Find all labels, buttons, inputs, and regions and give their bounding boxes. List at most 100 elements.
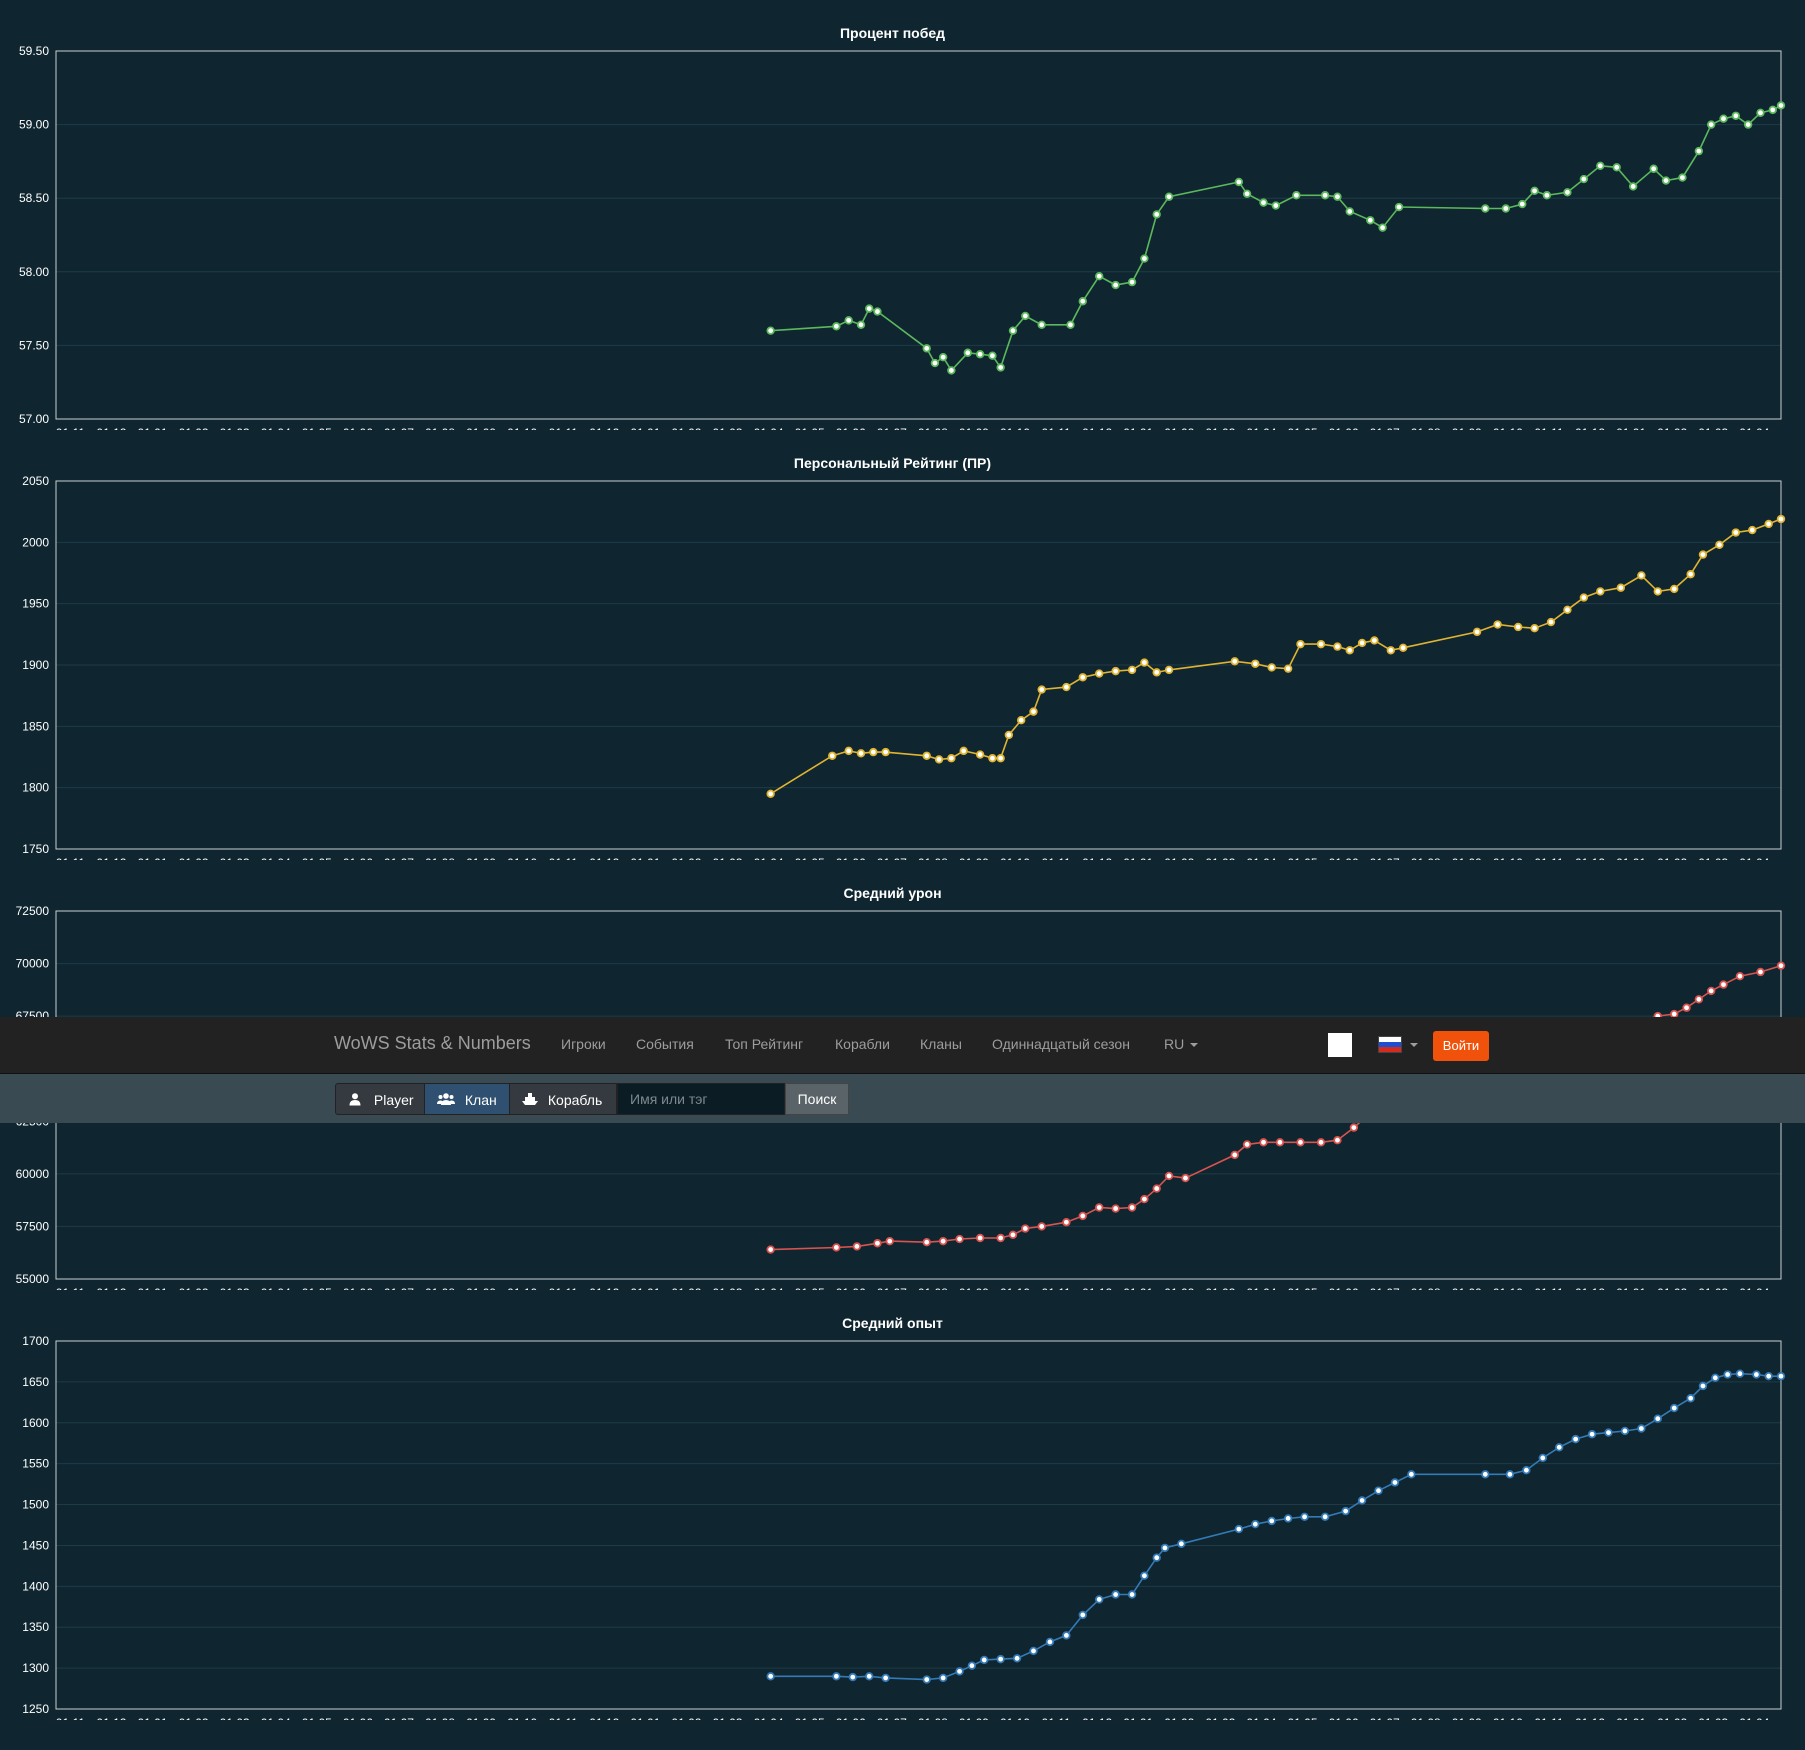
data-point: [1579, 174, 1589, 184]
data-point: [766, 326, 775, 335]
x-tick-label: 01.11: [1534, 1716, 1563, 1720]
y-tick-label: 1850: [22, 719, 49, 733]
data-point: [1706, 120, 1716, 129]
x-tick-label: 01.06: [343, 856, 373, 860]
data-point: [766, 789, 775, 798]
x-tick-label: 01.01: [630, 1716, 660, 1720]
login-button[interactable]: Войти: [1433, 1031, 1489, 1061]
chevron-down-icon[interactable]: [1410, 1043, 1418, 1047]
data-point: [1555, 1443, 1564, 1452]
x-tick-label: 01.05: [1288, 1716, 1318, 1720]
search-button[interactable]: Поиск: [785, 1083, 849, 1115]
data-point: [1694, 146, 1704, 156]
x-tick-label: 01.03: [713, 1286, 743, 1290]
data-point: [1152, 1184, 1161, 1193]
nav-season[interactable]: Одиннадцатый сезон: [992, 1036, 1130, 1052]
data-point: [1756, 108, 1765, 118]
data-point: [1029, 1646, 1038, 1656]
plot-frame: [55, 480, 1782, 850]
data-point: [1345, 207, 1354, 216]
data-point: [1748, 525, 1757, 535]
x-tick-label: 01.08: [425, 1716, 455, 1720]
plot-frame: [55, 1340, 1782, 1710]
x-tick-label: 01.09: [466, 1286, 496, 1290]
x-tick-label: 01.04: [754, 1286, 784, 1290]
x-tick-label: 01.03: [1205, 1716, 1235, 1720]
x-tick-label: 01.12: [589, 856, 619, 860]
data-point: [1357, 1496, 1367, 1505]
x-tick-label: 01.08: [1411, 426, 1441, 430]
data-point: [1776, 514, 1786, 524]
data-point: [959, 746, 968, 756]
data-point: [1612, 163, 1621, 172]
nav-players[interactable]: Игроки: [561, 1036, 606, 1052]
y-tick-label: 1600: [22, 1416, 49, 1430]
x-tick-label: 01.04: [261, 1286, 291, 1290]
x-tick-label: 01.12: [1575, 1716, 1605, 1720]
x-tick-label: 01.07: [1370, 1716, 1400, 1720]
clan-tab-button[interactable]: Клан: [424, 1083, 510, 1115]
language-label: RU: [1164, 1036, 1185, 1052]
x-tick-label: 01.04: [1246, 426, 1276, 430]
x-tick-label: 01.01: [138, 856, 168, 860]
x-tick-label: 01.10: [507, 1286, 537, 1290]
data-point: [1127, 1590, 1137, 1599]
x-tick-label: 01.04: [261, 856, 291, 860]
data-point: [1333, 1136, 1342, 1145]
x-tick-label: 01.12: [96, 856, 126, 860]
data-point: [975, 750, 985, 759]
data-point: [1686, 1394, 1695, 1403]
x-tick-label: 01.03: [220, 856, 250, 860]
x-tick-label: 01.11: [56, 856, 85, 860]
x-tick-label: 01.06: [836, 856, 866, 860]
winrate-chart: Процент побед 57.00 57.50 58.00 58.50 59.00 59…: [19, 25, 1786, 430]
x-tick-label: 01.07: [384, 1286, 414, 1290]
x-tick-label: 01.07: [877, 426, 907, 430]
data-point: [1234, 177, 1244, 187]
nav-events[interactable]: События: [636, 1036, 694, 1052]
x-tick-label: 01.02: [1164, 856, 1194, 860]
data-point: [881, 747, 890, 757]
series-line: [770, 1372, 1781, 1681]
x-tick-label: 01.04: [1246, 856, 1276, 860]
data-point: [1378, 223, 1387, 232]
data-point: [967, 1661, 977, 1670]
brand-link[interactable]: WoWS Stats & Numbers: [334, 1033, 531, 1053]
nav-top-rating[interactable]: Топ Рейтинг: [725, 1036, 804, 1052]
data-point: [1062, 1631, 1071, 1640]
data-point: [1661, 176, 1671, 185]
y-tick-label: 1500: [22, 1498, 49, 1512]
x-tick-label: 01.09: [466, 856, 496, 860]
x-tick-label: 01.10: [1000, 1716, 1030, 1720]
x-tick-label: 01.03: [220, 1716, 250, 1720]
theme-toggle-button[interactable]: [1328, 1033, 1352, 1057]
y-tick-label: 60000: [16, 1167, 50, 1181]
ship-tab-label: Корабль: [547, 1092, 603, 1108]
data-point: [1706, 986, 1716, 996]
data-point: [1407, 1470, 1416, 1479]
data-point: [1563, 605, 1572, 614]
search-input[interactable]: [617, 1083, 785, 1115]
y-tick-label: 1650: [22, 1375, 49, 1389]
data-point: [975, 350, 985, 359]
ship-tab-button[interactable]: Корабль: [509, 1083, 617, 1115]
russia-flag-icon[interactable]: [1378, 1036, 1402, 1053]
data-point: [938, 352, 948, 362]
data-point: [1164, 192, 1174, 201]
x-tick-label: 01.04: [754, 856, 784, 860]
x-tick-label: 01.07: [384, 426, 414, 430]
x-tick-label: 01.11: [1042, 856, 1071, 860]
nav-clans[interactable]: Кланы: [920, 1036, 962, 1052]
nav-ships[interactable]: Корабли: [835, 1036, 890, 1052]
data-point: [1111, 1590, 1120, 1599]
data-point: [988, 351, 997, 360]
language-dropdown[interactable]: RU: [1164, 1036, 1199, 1052]
data-point: [996, 754, 1005, 763]
data-point: [1242, 1140, 1252, 1149]
data-point: [1538, 1453, 1547, 1463]
x-tick-label: 01.11: [1042, 1286, 1071, 1290]
data-point: [1333, 642, 1342, 651]
player-tab-button[interactable]: Player: [335, 1083, 425, 1115]
x-tick-label: 01.11: [549, 1716, 578, 1720]
data-point: [832, 1243, 841, 1252]
